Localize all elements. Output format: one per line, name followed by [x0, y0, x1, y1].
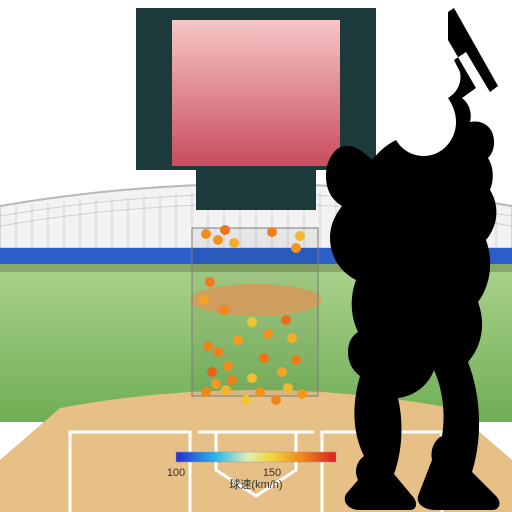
pitch-marker: [283, 383, 293, 393]
pitch-marker: [223, 361, 233, 371]
scoreboard-screen: [172, 20, 340, 166]
pitch-marker: [213, 235, 223, 245]
pitch-marker: [203, 341, 213, 351]
pitch-marker: [220, 225, 230, 235]
pitch-marker: [221, 385, 231, 395]
pitch-chart: 100 150球速(km/h): [0, 0, 512, 512]
pitch-marker: [291, 355, 301, 365]
pitch-marker: [271, 395, 281, 405]
pitch-marker: [259, 353, 269, 363]
pitch-marker: [281, 315, 291, 325]
pitch-marker: [277, 367, 287, 377]
pitch-marker: [241, 395, 251, 405]
pitch-marker: [295, 231, 305, 241]
pitch-marker: [255, 387, 265, 397]
pitch-marker: [263, 329, 273, 339]
pitch-marker: [229, 238, 239, 248]
pitch-marker: [201, 387, 211, 397]
pitch-marker: [287, 333, 297, 343]
pitch-marker: [219, 305, 229, 315]
pitch-marker: [291, 243, 301, 253]
pitch-marker: [227, 375, 237, 385]
pitch-marker: [207, 367, 217, 377]
pitch-marker: [211, 379, 221, 389]
pitch-marker: [267, 227, 277, 237]
legend-tick: 100: [167, 467, 185, 479]
pitch-marker: [201, 229, 211, 239]
pitch-marker: [247, 373, 257, 383]
pitch-marker: [233, 335, 243, 345]
pitch-marker: [199, 295, 209, 305]
pitch-marker: [205, 277, 215, 287]
legend-tick: 150: [263, 467, 281, 479]
pitch-marker: [297, 389, 307, 399]
pitch-chart-svg: 100 150球速(km/h): [0, 0, 512, 512]
pitch-marker: [213, 347, 223, 357]
pitch-marker: [247, 317, 257, 327]
legend-title: 球速(km/h): [229, 477, 282, 491]
